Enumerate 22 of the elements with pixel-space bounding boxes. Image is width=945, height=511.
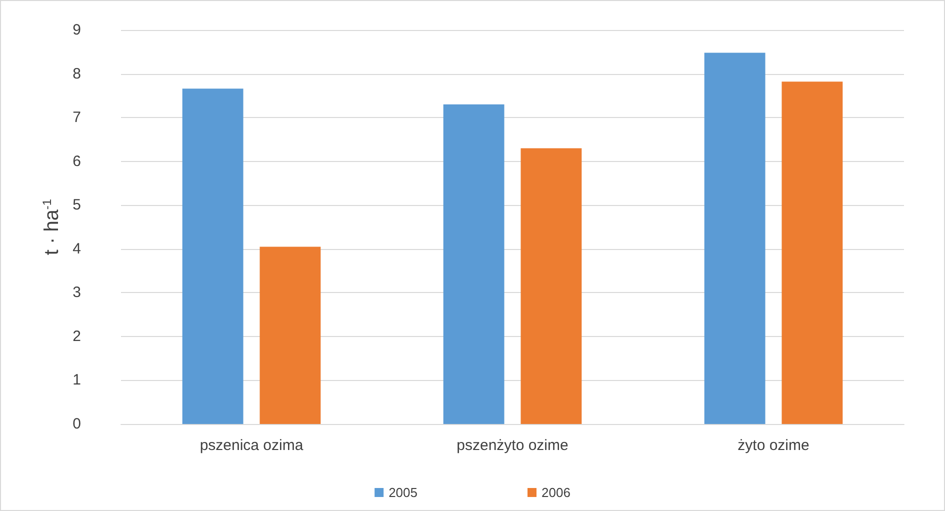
y-tick-label: 6 bbox=[72, 152, 81, 170]
x-tick-label: żyto ozime bbox=[738, 437, 810, 454]
y-tick-label: 4 bbox=[72, 240, 81, 258]
y-tick-label: 2 bbox=[72, 328, 81, 345]
y-tick-label: 9 bbox=[72, 22, 81, 38]
bar bbox=[443, 104, 504, 424]
y-tick-label: 8 bbox=[72, 65, 81, 82]
bar bbox=[182, 88, 244, 424]
y-axis-title: t · ha-1 bbox=[40, 198, 63, 256]
y-tick-label: 7 bbox=[72, 109, 81, 126]
y-tick-label: 3 bbox=[72, 284, 81, 302]
y-tick-label: 0 bbox=[72, 416, 81, 432]
bar bbox=[704, 52, 766, 424]
legend-label: 2005 bbox=[388, 485, 418, 500]
bar bbox=[782, 82, 843, 424]
bar bbox=[260, 246, 321, 424]
legend-label: 2006 bbox=[542, 485, 570, 500]
y-tick-label: 5 bbox=[72, 196, 81, 214]
x-tick-label: pszenica ozima bbox=[200, 437, 304, 454]
bar bbox=[520, 148, 582, 424]
x-tick-label: pszenżyto ozime bbox=[456, 437, 568, 454]
y-tick-label: 1 bbox=[72, 372, 81, 389]
